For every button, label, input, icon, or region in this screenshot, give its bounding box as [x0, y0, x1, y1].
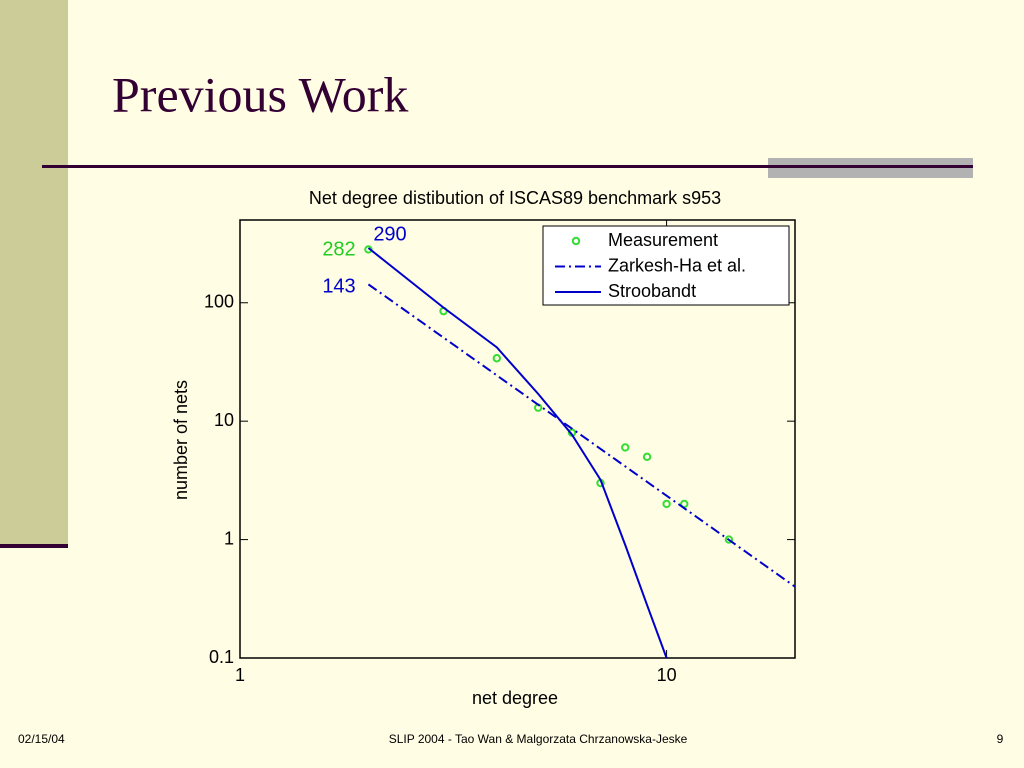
legend-marker — [571, 236, 581, 246]
page-number: 9 — [997, 732, 1004, 746]
data-point — [492, 354, 502, 363]
chart-title: Net degree distibution of ISCAS89 benchm… — [309, 188, 721, 208]
x-tick-label: 10 — [657, 665, 677, 685]
annotation: 282 — [322, 238, 355, 260]
y-tick-label: 1 — [224, 528, 234, 548]
data-point — [724, 535, 734, 544]
x-tick-label: 1 — [235, 665, 245, 685]
y-tick-label: 100 — [204, 292, 234, 312]
data-point — [621, 443, 630, 452]
plot-frame — [239, 219, 796, 659]
slide-title: Previous Work — [112, 66, 408, 122]
annotation: 143 — [322, 275, 355, 297]
title-rule — [42, 165, 973, 168]
side-bar-rule — [0, 544, 68, 548]
footer: SLIP 2004 - Tao Wan & Malgorzata Chrzano… — [389, 732, 688, 746]
legend-label: Zarkesh-Ha et al. — [608, 255, 746, 275]
date: 02/15/04 — [18, 732, 65, 746]
series-line — [367, 247, 668, 659]
series-line — [367, 283, 796, 588]
x-axis-label: net degree — [472, 688, 558, 708]
y-axis-label: number of nets — [171, 380, 191, 500]
side-bar — [0, 0, 68, 545]
legend-label: Measurement — [608, 230, 718, 250]
y-tick-label: 10 — [214, 410, 234, 430]
data-point — [662, 499, 671, 509]
chart: Net degree distibution of ISCAS89 benchm… — [171, 188, 796, 708]
legend-label: Stroobandt — [608, 281, 696, 301]
annotation: 290 — [373, 223, 406, 245]
y-tick-label: 0.1 — [209, 647, 234, 667]
data-point — [642, 452, 652, 462]
